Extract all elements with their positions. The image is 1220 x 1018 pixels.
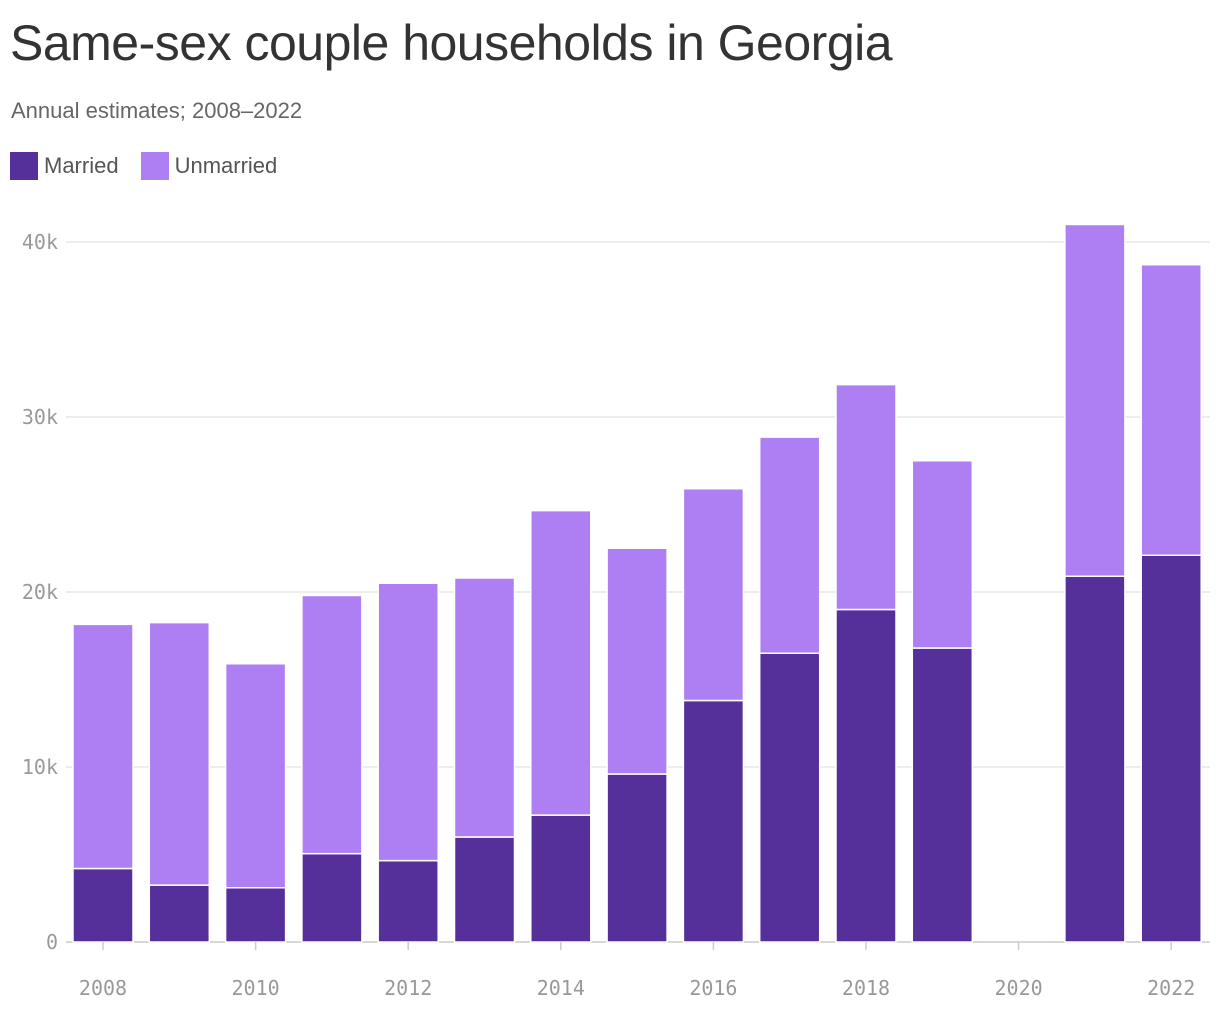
bar-unmarried-2022 bbox=[1140, 264, 1202, 556]
x-tick-label: 2020 bbox=[995, 976, 1043, 1000]
bar-married-2018 bbox=[835, 608, 897, 943]
x-tick-label: 2014 bbox=[537, 976, 585, 1000]
bar-married-2015 bbox=[606, 773, 668, 943]
bar-married-2016 bbox=[682, 699, 745, 943]
x-tick-label: 2016 bbox=[689, 976, 737, 1000]
bar-unmarried-2010 bbox=[224, 663, 287, 889]
bar-married-2019 bbox=[911, 647, 974, 943]
legend-swatch-unmarried bbox=[140, 152, 169, 180]
y-tick-label: 0 bbox=[46, 930, 58, 954]
bar-unmarried-2013 bbox=[453, 577, 516, 838]
bar-unmarried-2017 bbox=[758, 436, 821, 654]
bar-unmarried-2012 bbox=[377, 582, 439, 862]
y-tick-label: 40k bbox=[22, 230, 58, 254]
y-tick-label: 30k bbox=[22, 405, 58, 429]
bar-unmarried-2015 bbox=[606, 547, 668, 775]
bar-married-2017 bbox=[758, 652, 821, 943]
x-tick-label: 2008 bbox=[79, 976, 127, 1000]
bar-married-2022 bbox=[1140, 554, 1202, 943]
y-tick-label: 10k bbox=[22, 755, 58, 779]
x-tick-label: 2010 bbox=[232, 976, 280, 1000]
bar-married-2010 bbox=[224, 887, 287, 943]
bar-unmarried-2016 bbox=[682, 488, 745, 702]
y-axis-labels: 0 10k 20k 30k 40k bbox=[22, 230, 58, 954]
bar-married-2008 bbox=[72, 867, 134, 943]
legend-label-married: Married bbox=[44, 153, 119, 178]
bar-unmarried-2019 bbox=[911, 460, 974, 649]
bar-unmarried-2021 bbox=[1064, 223, 1126, 577]
chart-subtitle: Annual estimates; 2008–2022 bbox=[11, 98, 303, 123]
legend: Married Unmarried bbox=[10, 152, 299, 180]
bar-married-2021 bbox=[1064, 575, 1126, 943]
legend-swatch-married bbox=[10, 152, 38, 180]
bar-unmarried-2009 bbox=[148, 621, 211, 886]
bar-unmarried-2018 bbox=[835, 383, 897, 611]
legend-item-unmarried: Unmarried bbox=[140, 152, 278, 180]
bar-married-2013 bbox=[453, 836, 516, 943]
x-tick-label: 2018 bbox=[842, 976, 890, 1000]
bar-married-2009 bbox=[148, 884, 211, 943]
chart-title: Same-sex couple households in Georgia bbox=[10, 15, 893, 71]
bar-married-2012 bbox=[377, 859, 439, 943]
bars bbox=[72, 223, 1202, 943]
legend-item-married: Married bbox=[10, 152, 119, 180]
x-axis: 2008 2010 2012 2014 2016 2018 2020 2022 bbox=[79, 942, 1195, 1000]
bar-unmarried-2008 bbox=[72, 623, 134, 870]
bar-married-2011 bbox=[301, 852, 363, 943]
bar-married-2014 bbox=[530, 814, 592, 943]
bar-unmarried-2014 bbox=[530, 509, 592, 816]
bar-unmarried-2011 bbox=[301, 594, 363, 855]
y-tick-label: 20k bbox=[22, 580, 58, 604]
legend-label-unmarried: Unmarried bbox=[174, 153, 278, 178]
x-tick-label: 2012 bbox=[384, 976, 432, 1000]
x-tick-label: 2022 bbox=[1147, 976, 1195, 1000]
